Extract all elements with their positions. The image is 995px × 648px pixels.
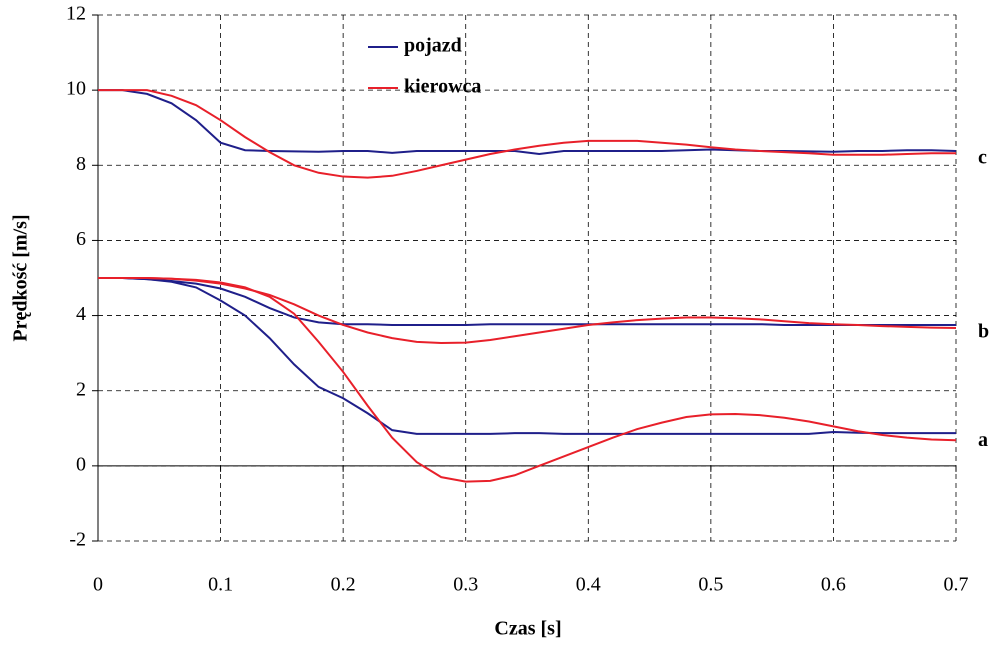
y-tick-label: 12 bbox=[66, 3, 86, 25]
x-tick-label: 0.3 bbox=[453, 574, 478, 596]
line bbox=[98, 277, 956, 326]
y-tick-label: 0 bbox=[76, 453, 86, 475]
curve-label: b bbox=[978, 321, 989, 343]
line bbox=[98, 89, 957, 156]
curve-label: a bbox=[978, 429, 988, 451]
x-tick-label: 0.5 bbox=[698, 574, 723, 596]
y-tick-label: -2 bbox=[69, 529, 86, 551]
y-tick-label: 8 bbox=[76, 153, 86, 175]
x-tick-label: 0.6 bbox=[821, 574, 846, 596]
line bbox=[98, 277, 956, 435]
y-tick-label: 6 bbox=[76, 228, 86, 250]
line bbox=[98, 89, 956, 179]
line bbox=[98, 277, 957, 483]
y-tick-label: 2 bbox=[76, 378, 86, 400]
legend-label: pojazd bbox=[404, 35, 462, 57]
y-axis-title: Prędkość [m/s] bbox=[10, 214, 32, 341]
x-axis-title: Czas [s] bbox=[494, 618, 561, 640]
x-tick-label: 0.2 bbox=[331, 574, 356, 596]
x-tick-label: 0.1 bbox=[208, 574, 233, 596]
x-tick-label: 0 bbox=[93, 574, 103, 596]
x-tick-label: 0.7 bbox=[944, 574, 969, 596]
y-tick-label: 4 bbox=[76, 303, 86, 325]
curve-label: c bbox=[978, 147, 987, 169]
line bbox=[98, 277, 957, 344]
legend-label: kierowca bbox=[404, 76, 481, 98]
x-tick-label: 0.4 bbox=[576, 574, 601, 596]
y-tick-label: 10 bbox=[66, 78, 86, 100]
